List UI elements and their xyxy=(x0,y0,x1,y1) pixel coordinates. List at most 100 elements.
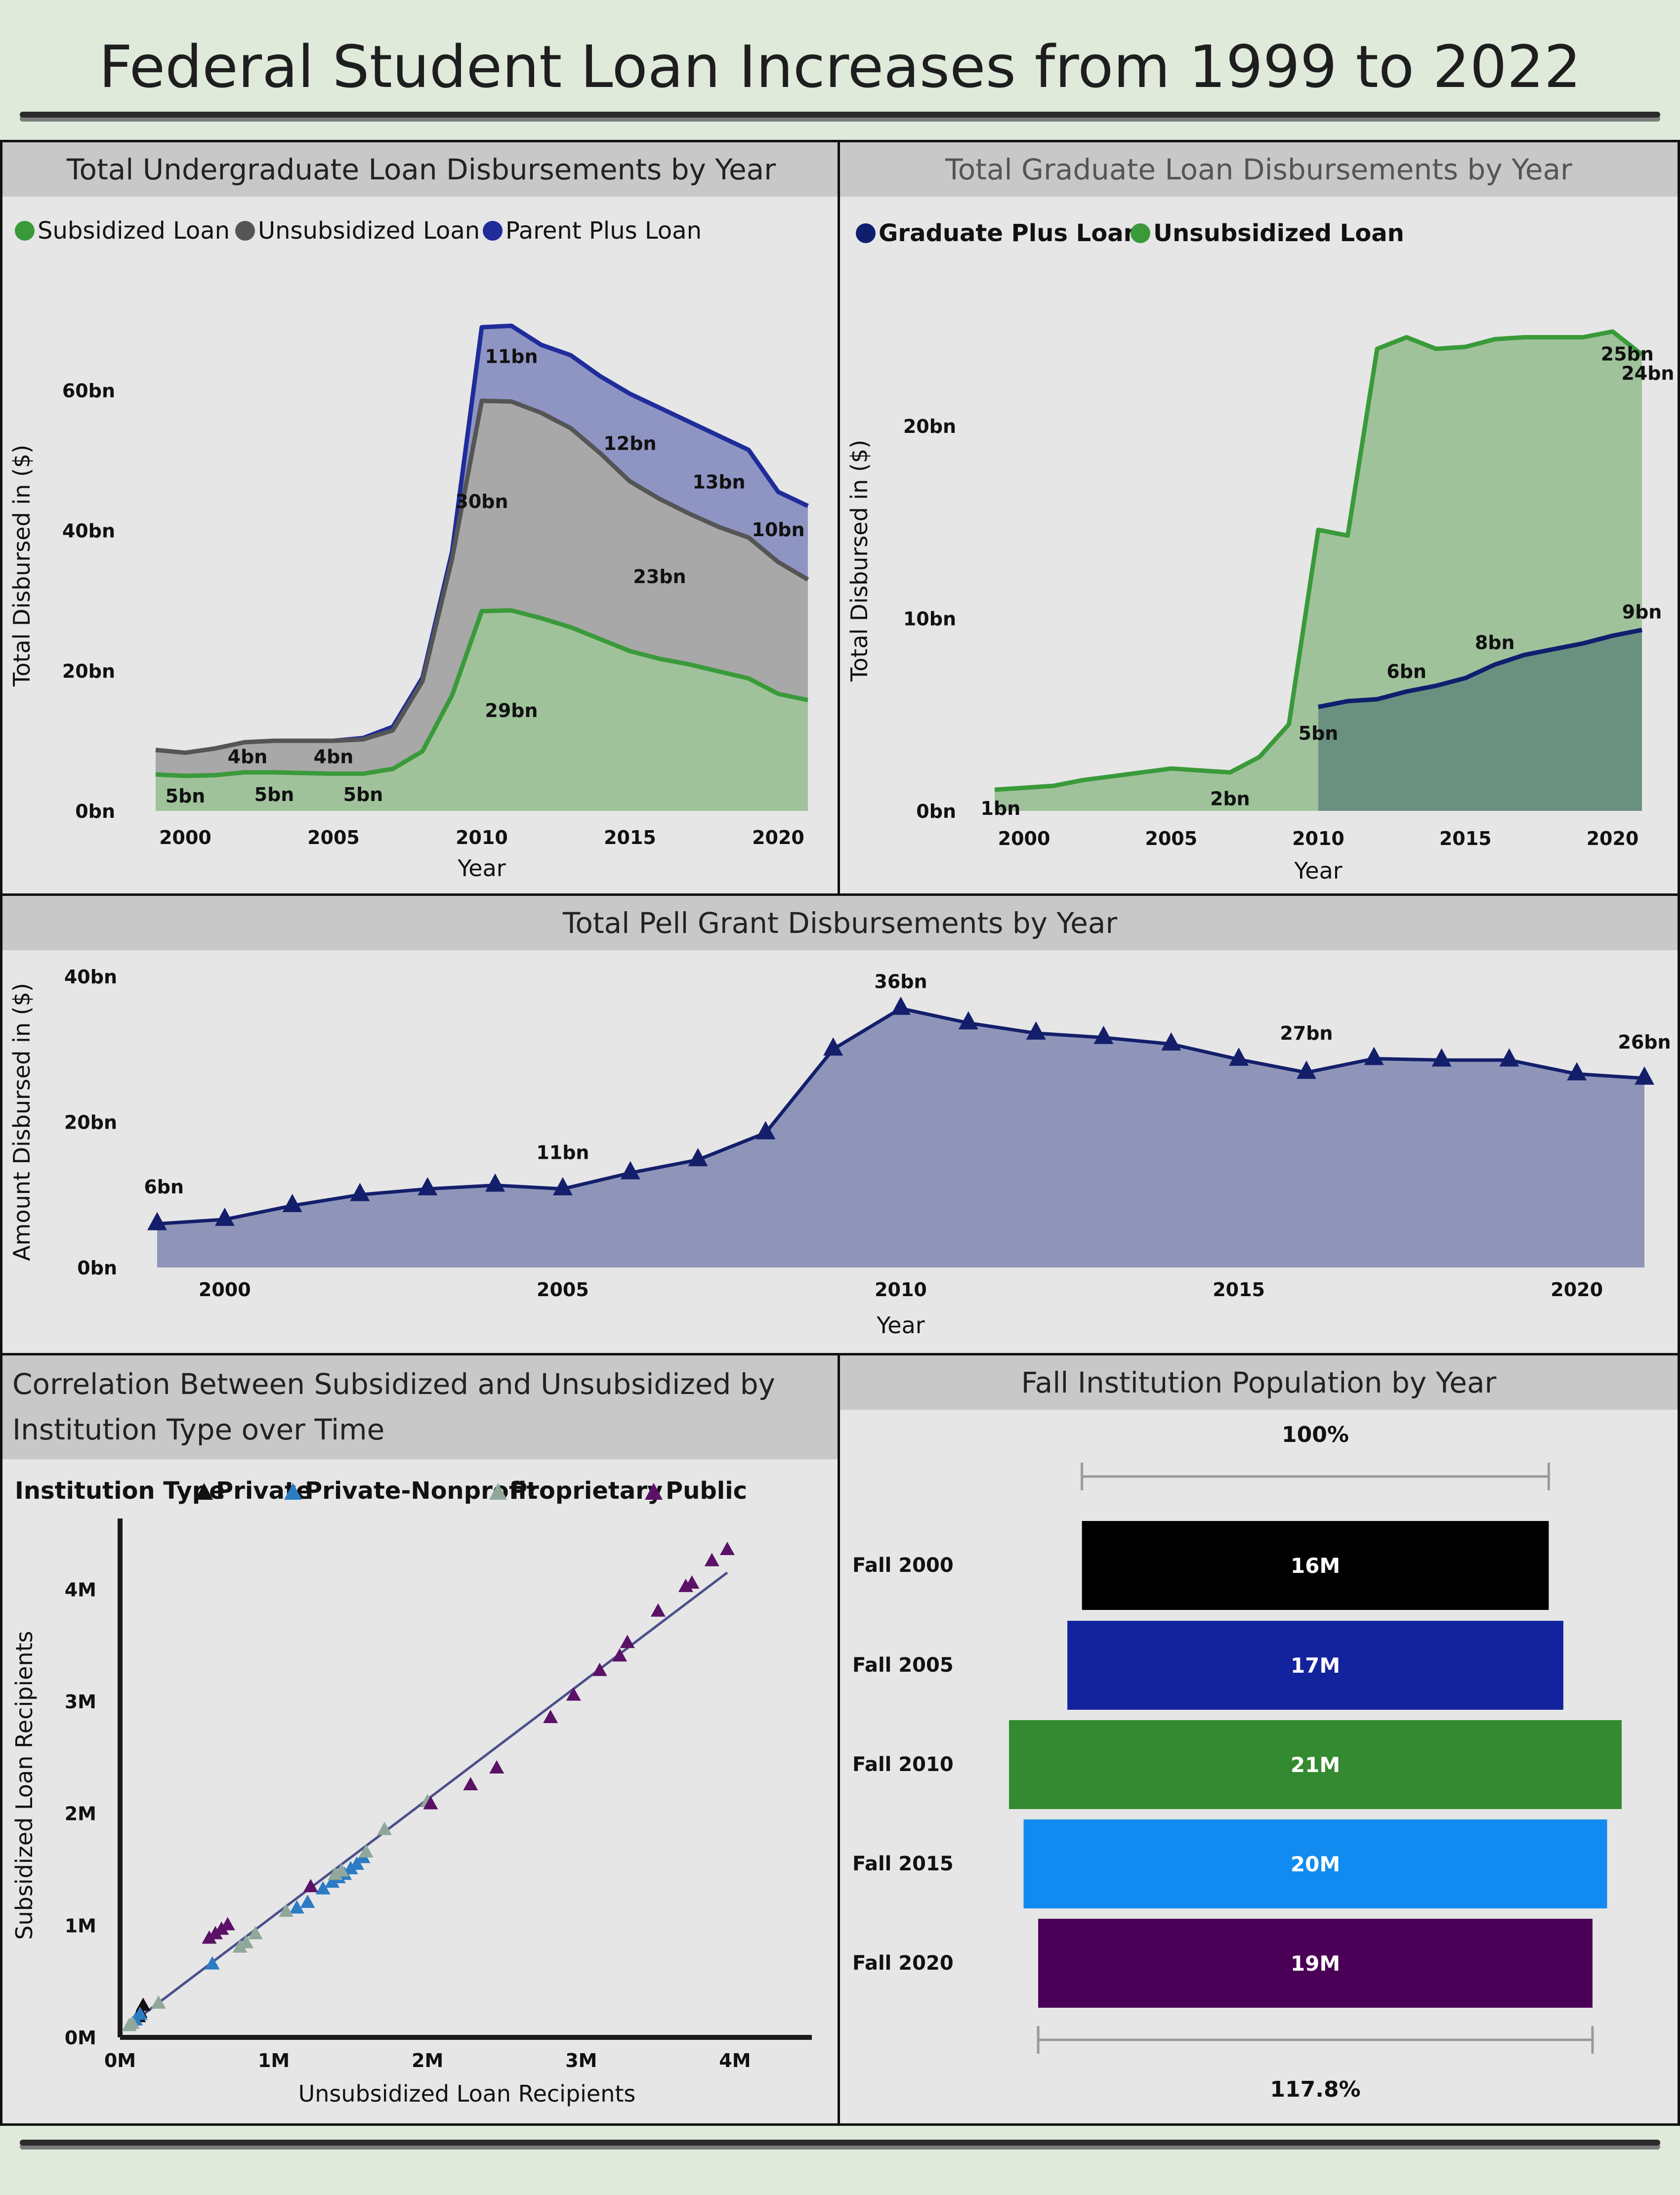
legend-title: Institution Type xyxy=(15,1477,225,1505)
pell-area xyxy=(157,1008,1644,1267)
graduate-panel: Total Graduate Loan Disbursements by Yea… xyxy=(838,140,1680,896)
bar-value-label: 19M xyxy=(1291,1951,1340,1976)
pell-marker xyxy=(350,1182,370,1201)
undergrad-title: Total Undergraduate Loan Disbursements b… xyxy=(2,142,840,197)
pell-marker xyxy=(1093,1025,1114,1044)
bar-value-label: 16M xyxy=(1291,1554,1340,1578)
pell-panel: Total Pell Grant Disbursements by Year 0… xyxy=(0,893,1680,1355)
population-title: Fall Institution Population by Year xyxy=(840,1355,1678,1410)
grad-unsubsidized-line xyxy=(994,329,1643,792)
pell-marker xyxy=(958,1011,978,1030)
x-axis-label: Unsubsidized Loan Recipients xyxy=(298,2080,636,2107)
scatter-point xyxy=(566,1687,581,1701)
subsidized-area xyxy=(156,610,808,811)
pell-marker xyxy=(1431,1048,1452,1067)
scatter-title: Correlation Between Subsidized and Unsub… xyxy=(2,1355,840,1459)
undergrad-chart: 0bn 20bn 40bn 60bn 2000 2005 2010 2015 2020 Year T… xyxy=(8,217,809,882)
scatter-point xyxy=(684,1575,700,1589)
pell-marker xyxy=(1296,1060,1316,1079)
y-tick-label: 0bn xyxy=(916,801,956,822)
y-tick-label: 40bn xyxy=(64,966,117,988)
pell-marker xyxy=(1229,1047,1249,1066)
scatter-point xyxy=(328,1866,343,1880)
graduate-chart: 0bn 10bn 20bn 2000 2005 2010 2015 2020 Year Total… xyxy=(846,219,1674,884)
x-tick-label: 2020 xyxy=(752,827,804,848)
data-label: 36bn xyxy=(874,971,927,993)
x-tick-label: 2020 xyxy=(1551,1279,1603,1301)
pell-marker xyxy=(891,996,911,1015)
data-label: 27bn xyxy=(1280,1022,1333,1044)
scatter-point xyxy=(543,1710,558,1723)
legend-label: Subsidized Loan xyxy=(38,217,230,245)
subsidized-line xyxy=(155,608,808,778)
data-label: 29bn xyxy=(485,700,538,721)
scatter-point xyxy=(620,1635,635,1648)
scatter-point xyxy=(151,1995,166,2009)
title-divider xyxy=(20,112,1660,118)
x-tick-label: 4M xyxy=(719,2050,751,2071)
legend-marker xyxy=(1131,223,1150,243)
scatter-title-line-2: Institution Type over Time xyxy=(12,1413,385,1446)
page-title: Federal Student Loan Increases from 1999… xyxy=(99,33,1581,101)
data-label: 4bn xyxy=(314,746,354,768)
scatter-point xyxy=(612,1648,628,1662)
x-tick-label: 2015 xyxy=(604,827,656,848)
x-tick-label: 1M xyxy=(258,2050,290,2071)
data-label: 13bn xyxy=(692,471,745,493)
data-label: 26bn xyxy=(1618,1031,1671,1053)
data-label: 12bn xyxy=(603,432,656,454)
y-tick-label: 3M xyxy=(65,1691,96,1713)
x-axis-label: Year xyxy=(876,1312,924,1339)
x-tick-label: 2000 xyxy=(199,1279,251,1301)
population-bar xyxy=(1082,1521,1549,1610)
y-axis-label: Subsidized Loan Recipients xyxy=(11,1631,38,1940)
legend-label: Private-Nonprofit xyxy=(305,1477,538,1505)
legend-marker xyxy=(489,1483,507,1500)
data-label: 11bn xyxy=(485,346,538,368)
legend-marker xyxy=(195,1483,213,1500)
population-bar xyxy=(1023,1819,1607,1908)
category-label: Fall 2015 xyxy=(852,1853,954,1875)
scatter-point xyxy=(315,1881,331,1895)
scatter-point xyxy=(239,1935,254,1948)
legend-marker xyxy=(856,223,876,243)
y-axis-label: Amount Disbursed in ($) xyxy=(8,983,35,1261)
pell-marker xyxy=(214,1207,235,1226)
pell-marker xyxy=(147,1212,167,1230)
y-tick-label: 0bn xyxy=(77,1257,117,1279)
scatter-point xyxy=(334,1863,349,1877)
scatter-point xyxy=(423,1796,438,1810)
scatter-point xyxy=(592,1662,607,1676)
scatter-title-line-1: Correlation Between Subsidized and Unsub… xyxy=(12,1367,775,1401)
data-label: 10bn xyxy=(752,519,804,541)
pell-marker xyxy=(552,1177,573,1195)
bar-value-label: 17M xyxy=(1291,1653,1340,1678)
x-tick-label: 2015 xyxy=(1213,1279,1265,1301)
x-axis-label: Year xyxy=(1294,857,1342,884)
pell-marker xyxy=(756,1121,776,1140)
x-tick-label: 2010 xyxy=(456,827,508,848)
bar-value-label: 20M xyxy=(1291,1852,1340,1876)
y-tick-label: 60bn xyxy=(62,380,115,402)
pell-marker xyxy=(418,1177,438,1195)
population-chart: 16M Fall 2000 17M Fall 2005 21M Fall 2010 20M F… xyxy=(852,1422,1622,2102)
y-tick-label: 1M xyxy=(65,1915,96,1937)
scatter-point xyxy=(125,2015,140,2029)
legend-label: Graduate Plus Loan xyxy=(879,219,1140,247)
data-label: 2bn xyxy=(1210,788,1250,809)
category-label: Fall 2010 xyxy=(852,1753,954,1776)
scatter-point xyxy=(205,1956,220,1970)
pell-chart: 0bn 20bn 40bn 2000 2005 2010 2015 2020 Year Amoun… xyxy=(8,966,1671,1339)
scatter-panel: Correlation Between Subsidized and Unsub… xyxy=(0,1353,842,2126)
category-label: Fall 2005 xyxy=(852,1654,954,1677)
data-label: 11bn xyxy=(536,1142,589,1164)
x-tick-label: 2000 xyxy=(998,828,1050,849)
pell-marker xyxy=(1161,1032,1181,1051)
top-bracket-label: 100% xyxy=(1282,1422,1349,1447)
data-label: 8bn xyxy=(1475,632,1515,654)
scatter-point xyxy=(135,1997,151,2011)
legend-label: Public xyxy=(666,1477,747,1505)
x-tick-label: 2010 xyxy=(1292,828,1344,849)
x-tick-label: 2015 xyxy=(1439,828,1492,849)
x-tick-label: 2005 xyxy=(307,827,360,848)
